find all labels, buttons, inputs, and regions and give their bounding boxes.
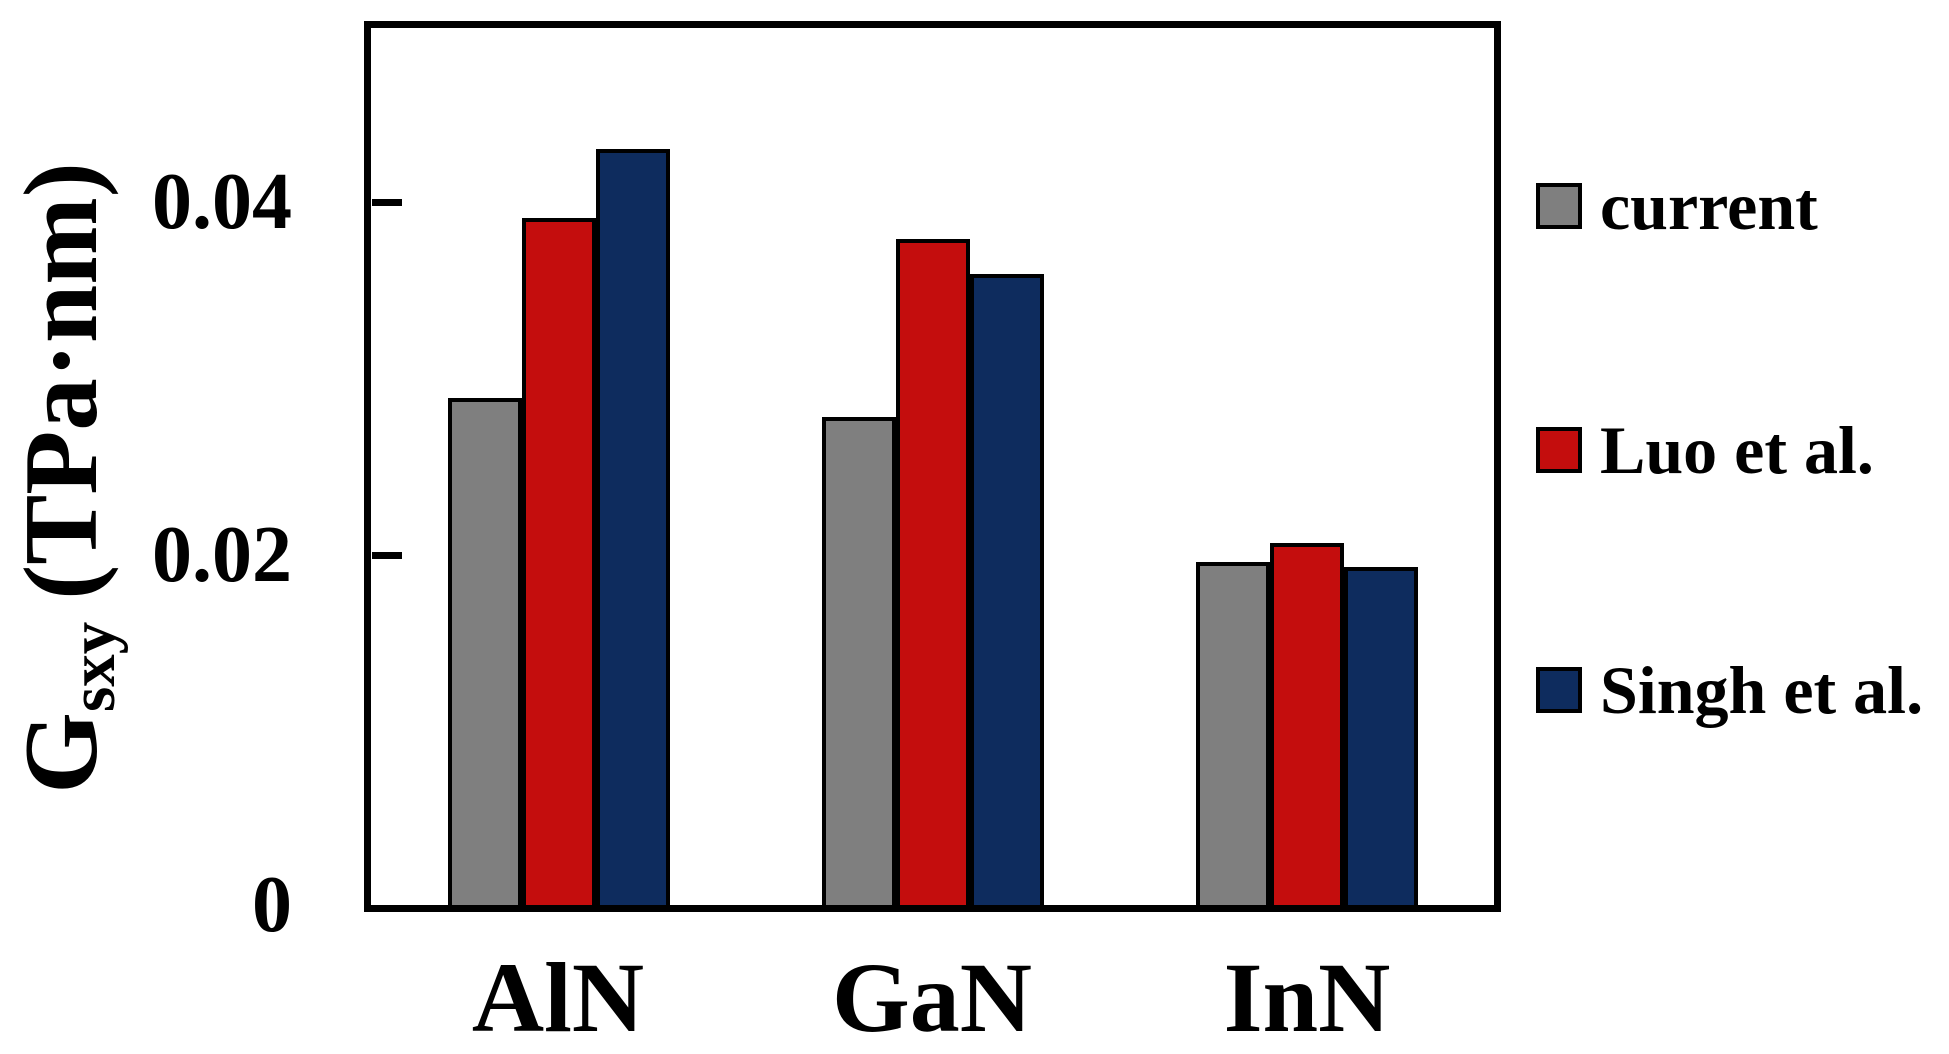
y-tick-label-0: 0 xyxy=(252,861,292,949)
legend-item-singh-et-al: Singh et al. xyxy=(1536,656,1923,724)
legend-label-luo-et-al: Luo et al. xyxy=(1600,412,1874,488)
legend-item-current: current xyxy=(1536,172,1818,240)
y-axis-tick-0.04 xyxy=(371,199,402,206)
legend-label-current: current xyxy=(1600,168,1818,244)
bar-AlN-luo-et-al- xyxy=(522,218,596,912)
legend-label-singh-et-al: Singh et al. xyxy=(1600,652,1924,728)
y-tick-label-0point02: 0.02 xyxy=(152,511,292,599)
y-tick-label-0point04: 0.04 xyxy=(152,158,292,246)
x-category-label-gan: GaN xyxy=(832,942,1032,1053)
bar-GaN-singh-et-al- xyxy=(970,274,1044,912)
bar-InN-singh-et-al- xyxy=(1344,567,1418,912)
bar-GaN-luo-et-al- xyxy=(896,239,970,912)
bar-AlN-current xyxy=(448,398,522,912)
bar-AlN-singh-et-al- xyxy=(596,149,670,912)
legend-swatch-current xyxy=(1536,183,1582,229)
x-category-label-aln: AlN xyxy=(471,942,645,1053)
x-category-label-inn: InN xyxy=(1223,942,1391,1053)
bar-InN-luo-et-al- xyxy=(1270,543,1344,912)
y-axis-tick-0.02 xyxy=(371,552,402,559)
legend-swatch-singh-et-al xyxy=(1536,667,1582,713)
bar-GaN-current xyxy=(822,417,896,912)
bar-InN-current xyxy=(1196,562,1270,912)
legend-item-luo-et-al: Luo et al. xyxy=(1536,416,1874,484)
legend-swatch-luo-et-al xyxy=(1536,427,1582,473)
